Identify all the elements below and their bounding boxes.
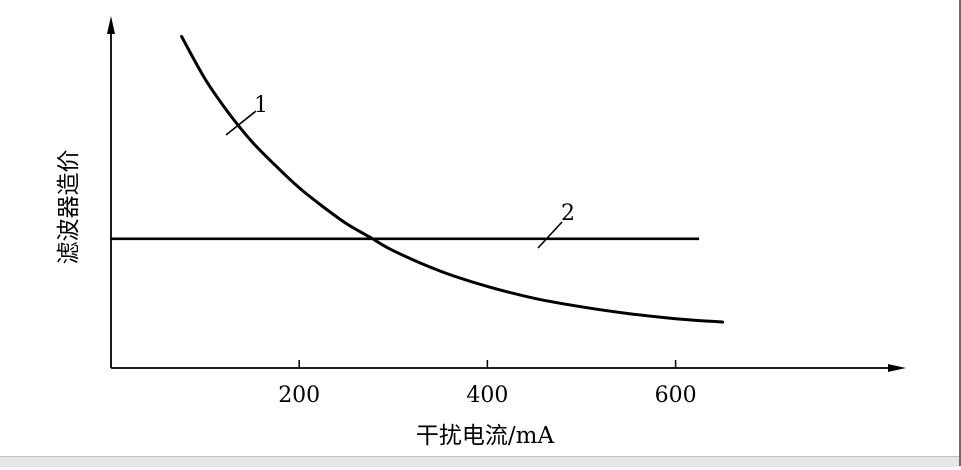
series-2-label-leader <box>537 221 563 249</box>
window-right-edge <box>959 0 961 466</box>
y-axis-arrow-icon <box>107 16 115 34</box>
series-1-label-leader <box>225 110 257 136</box>
x-tick-label-600: 600 <box>655 383 697 408</box>
x-tick-label-200: 200 <box>278 383 320 408</box>
series-1-label: 1 <box>254 93 268 118</box>
x-tick-label-400: 400 <box>466 383 508 408</box>
x-axis-label: 干扰电流/mA <box>416 423 555 449</box>
x-axis-ticks: 200 400 600 <box>278 360 697 408</box>
series-line-1 <box>180 35 725 324</box>
window-bottom-band <box>0 456 961 467</box>
x-axis-arrow-icon <box>888 364 906 372</box>
y-axis-label: 滤波器造价 <box>56 150 82 265</box>
series-2-label: 2 <box>561 201 575 226</box>
